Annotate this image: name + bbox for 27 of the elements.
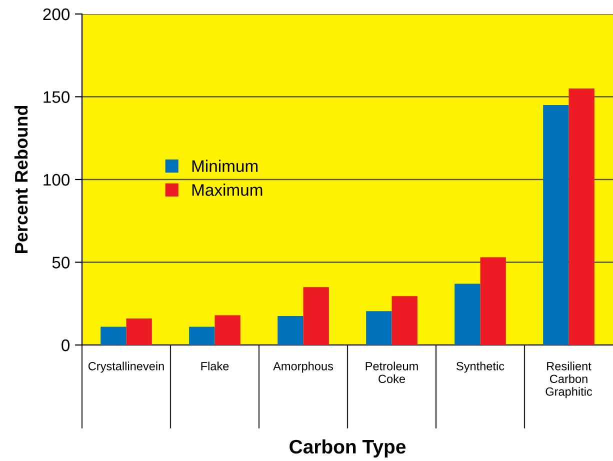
y-tick-label: 150 [44, 91, 70, 103]
bar [278, 316, 304, 345]
y-tick-label: 0 [62, 339, 70, 352]
y-tick-label: 50 [52, 256, 70, 268]
x-tick-label: Petroleum Coke [366, 362, 418, 384]
bar [543, 105, 569, 345]
bar [568, 88, 594, 345]
bar [189, 326, 215, 345]
legend-label: Maximum [192, 184, 262, 196]
bar [480, 257, 506, 345]
y-axis-title: Percent Rebound [14, 106, 28, 254]
x-tick-label: Crystallinevein [88, 362, 164, 373]
x-tick-label: Resilient Carbon Graphitic [546, 362, 592, 398]
bar [454, 284, 480, 345]
bar [392, 296, 418, 345]
bar [366, 311, 392, 345]
bar [126, 318, 152, 345]
y-tick-label: 100 [44, 174, 70, 186]
x-tick-label: Synthetic [456, 362, 504, 373]
x-tick-label: Flake [201, 362, 229, 370]
x-axis-title: Carbon Type [290, 439, 406, 458]
bar [303, 287, 329, 345]
bar [214, 315, 240, 345]
legend-label: Minimum [192, 160, 258, 172]
bar [100, 326, 126, 345]
x-tick-label: Amorphous [273, 362, 334, 373]
y-tick-label: 200 [43, 8, 70, 20]
